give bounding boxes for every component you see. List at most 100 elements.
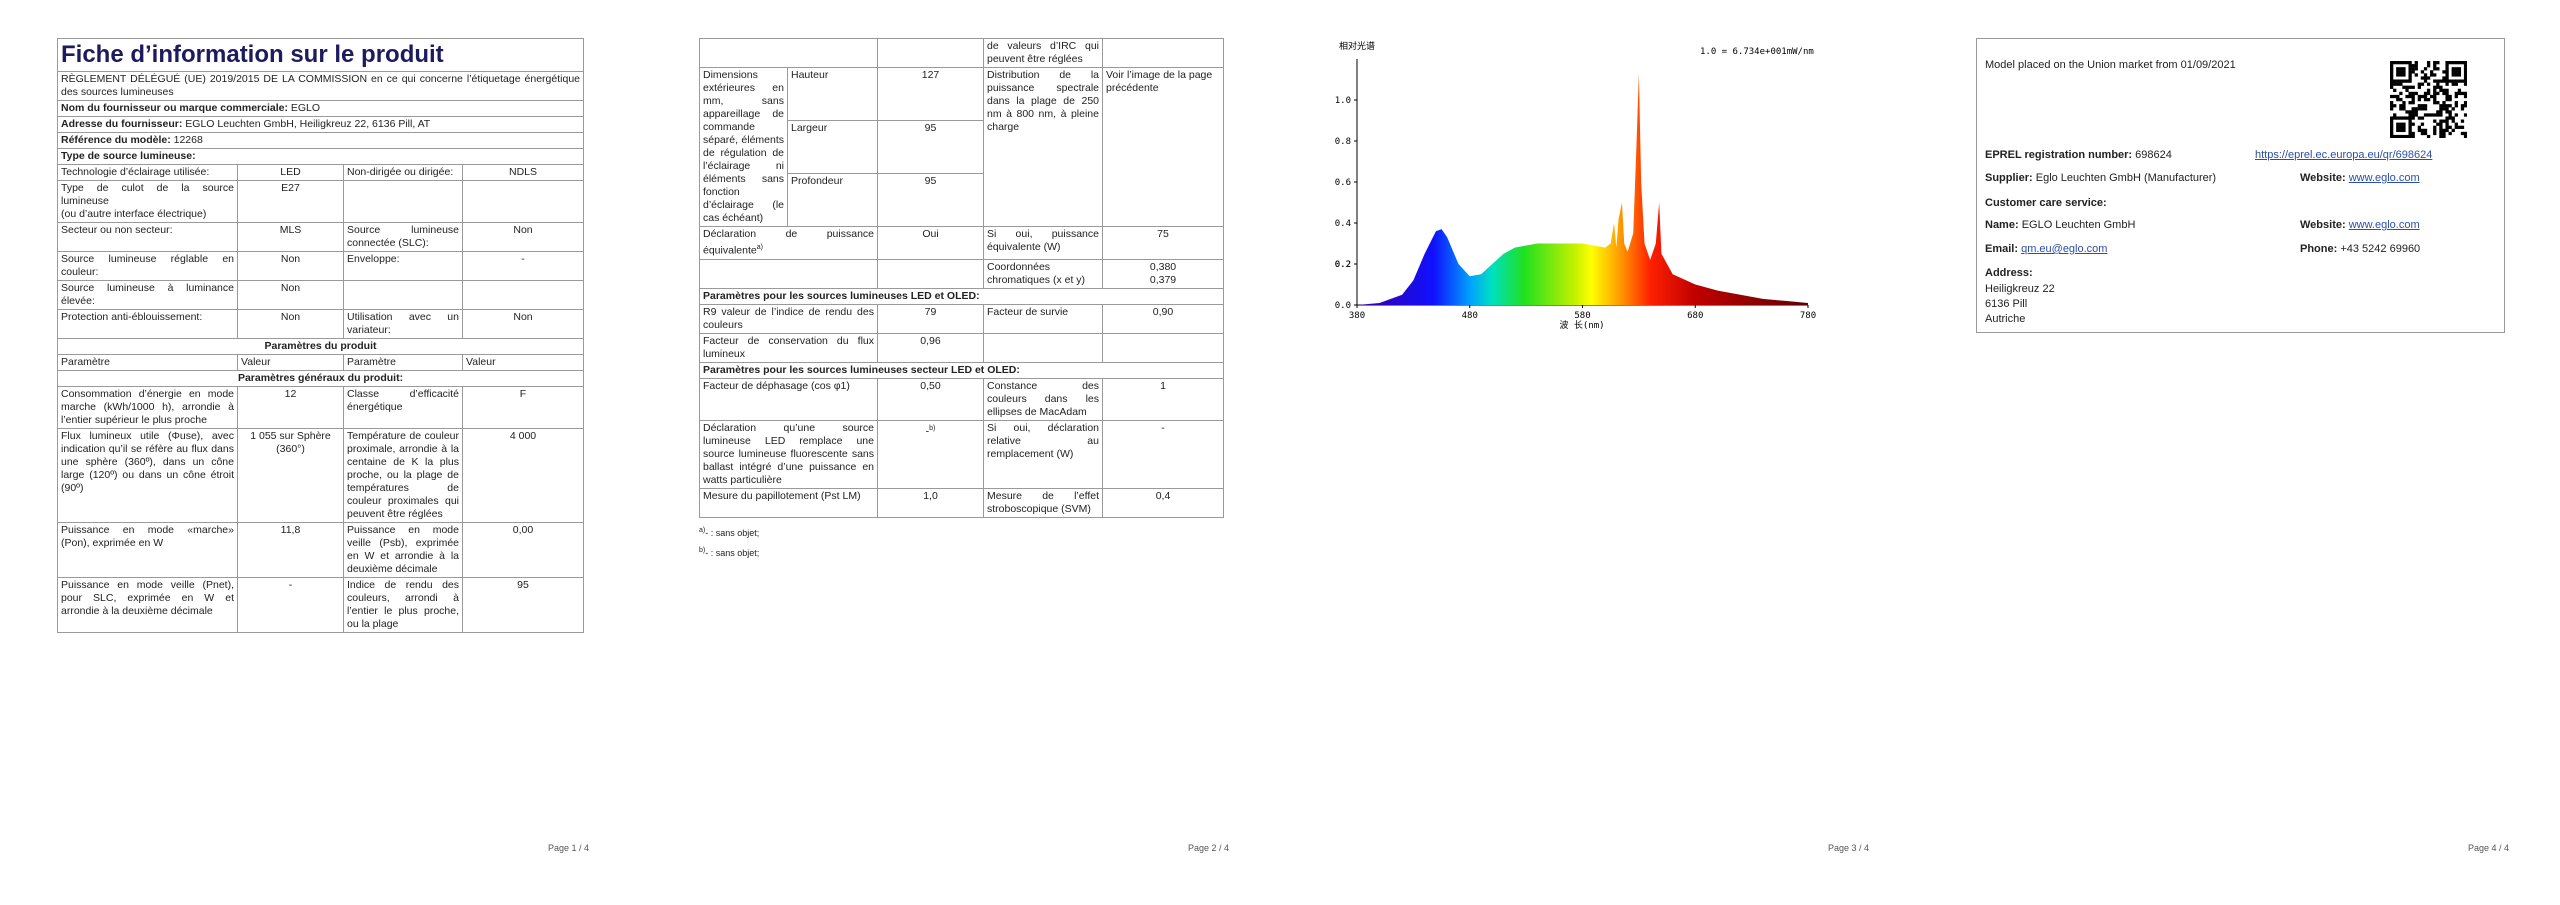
qr-module bbox=[2442, 88, 2446, 92]
cell: Non bbox=[237, 309, 344, 339]
qr-module bbox=[2423, 104, 2428, 108]
row: Source lumineuse à luminance élevée: Non bbox=[57, 280, 584, 310]
qr-module bbox=[2454, 91, 2458, 96]
eprel-link[interactable]: https://eprel.ec.europa.eu/qr/698624 bbox=[2255, 149, 2433, 161]
qr-module bbox=[2396, 61, 2400, 65]
footnote-mark: a) bbox=[699, 526, 706, 534]
qr-module bbox=[2448, 104, 2452, 108]
cell: Secteur ou non secteur: bbox=[57, 222, 238, 252]
footnote: a)- : sans objet; bbox=[699, 522, 1227, 542]
cell: Puissance en mode «marche» (Pon), exprim… bbox=[57, 522, 238, 578]
qr-module bbox=[2463, 113, 2467, 117]
qr-module bbox=[2408, 110, 2412, 114]
website-row: Website: www.eglo.com bbox=[2300, 219, 2420, 231]
cell: Source lumineuse à luminance élevée: bbox=[57, 280, 238, 310]
value: EGLO Leuchten GmbH, Heiligkreuz 22, 6136… bbox=[185, 118, 431, 130]
cell: 0,00 bbox=[462, 522, 584, 578]
cell: Référence du modèle: 12268 bbox=[57, 132, 584, 149]
row: Secteur ou non secteur: MLS Source lumineu… bbox=[57, 222, 584, 252]
qr-module bbox=[2460, 131, 2465, 136]
qr-module bbox=[2451, 79, 2455, 83]
qr-module bbox=[2390, 125, 2394, 129]
chart-title: 相对光谱 bbox=[1339, 40, 1375, 52]
cell: Paramètres du produit bbox=[57, 338, 584, 355]
qr-module bbox=[2420, 82, 2425, 86]
qr-module bbox=[2390, 85, 2394, 89]
qr-module bbox=[2445, 73, 2449, 77]
qr-module bbox=[2454, 101, 2458, 105]
qr-module bbox=[2445, 76, 2449, 80]
x-tick-label: 780 bbox=[1800, 311, 1816, 321]
qr-module bbox=[2426, 97, 2431, 102]
qr-module bbox=[2420, 94, 2425, 99]
qr-module bbox=[2445, 125, 2449, 129]
qr-module bbox=[2442, 119, 2446, 123]
qr-module bbox=[2411, 116, 2415, 120]
row: Puissance en mode «marche» (Pon), exprim… bbox=[57, 522, 584, 578]
qr-module bbox=[2396, 73, 2400, 77]
website-link[interactable]: www.eglo.com bbox=[2348, 172, 2420, 184]
qr-module bbox=[2463, 131, 2467, 136]
cell: Si oui, puissance équivalente (W) bbox=[983, 226, 1103, 260]
qr-module bbox=[2439, 79, 2443, 83]
qr-module bbox=[2433, 97, 2437, 102]
footnote-text: - : sans objet; bbox=[705, 527, 760, 538]
website-link[interactable]: www.eglo.com bbox=[2348, 219, 2420, 231]
cell: 95 bbox=[462, 577, 584, 633]
row: Source lumineuse réglable en couleur: Non… bbox=[57, 251, 584, 281]
qr-module bbox=[2445, 104, 2449, 108]
qr-module bbox=[2430, 94, 2434, 99]
cell: 0,90 bbox=[1102, 303, 1224, 334]
qr-module bbox=[2445, 61, 2449, 65]
qr-module bbox=[2454, 94, 2458, 99]
cell: 1,0 bbox=[877, 487, 984, 518]
qr-module bbox=[2405, 61, 2409, 65]
value: Eglo Leuchten GmbH (Manufacturer) bbox=[2035, 172, 2217, 184]
qr-module bbox=[2399, 122, 2403, 126]
qr-module bbox=[2390, 64, 2394, 68]
cell bbox=[462, 280, 584, 310]
row: Facteur de déphasage (cos φ1) 0,50 Constan… bbox=[699, 377, 1224, 421]
cell bbox=[343, 180, 463, 223]
qr-module bbox=[2454, 67, 2458, 71]
qr-module bbox=[2390, 79, 2394, 83]
row: Paramètres pour les sources lumineuses s… bbox=[699, 361, 1224, 379]
row: Puissance en mode veille (Pnet), pour SL… bbox=[57, 577, 584, 633]
qr-module bbox=[2423, 131, 2428, 136]
qr-module bbox=[2451, 70, 2455, 74]
row: Flux lumineux utile (Φuse), avec indicat… bbox=[57, 428, 584, 523]
qr-module bbox=[2408, 70, 2412, 74]
qr-module bbox=[2405, 85, 2409, 89]
row: Type de culot de la source lumineuse (ou… bbox=[57, 180, 584, 223]
qr-module bbox=[2445, 82, 2449, 86]
qr-module bbox=[2411, 67, 2415, 71]
cell: Technologie d’éclairage utilisée: bbox=[57, 164, 238, 181]
label: Adresse du fournisseur: bbox=[61, 118, 183, 130]
cell: Oui bbox=[877, 226, 984, 260]
qr-module bbox=[2457, 88, 2462, 92]
qr-module bbox=[2408, 116, 2412, 120]
qr-module bbox=[2393, 104, 2397, 108]
cell: NDLS bbox=[462, 164, 584, 181]
row: Paramètre Valeur Paramètre Valeur bbox=[57, 354, 584, 371]
y-tick-label: 0.6 bbox=[1335, 178, 1351, 188]
qr-module bbox=[2463, 82, 2467, 86]
qr-module bbox=[2402, 70, 2406, 74]
qr-module bbox=[2439, 119, 2443, 123]
qr-module bbox=[2390, 128, 2394, 133]
qr-module bbox=[2408, 113, 2412, 117]
qr-module bbox=[2442, 79, 2446, 83]
qr-module bbox=[2433, 128, 2437, 133]
cell: Source lumineuse réglable en couleur: bbox=[57, 251, 238, 281]
row: Protection anti-éblouissement: Non Utilisa… bbox=[57, 309, 584, 339]
cell: 1 bbox=[1102, 377, 1224, 421]
email-link[interactable]: qm.eu@eglo.com bbox=[2021, 243, 2108, 255]
row: RÈGLEMENT DÉLÉGUÉ (UE) 2019/2015 DE LA C… bbox=[57, 71, 584, 101]
qr-module bbox=[2411, 97, 2415, 102]
qr-module bbox=[2411, 64, 2415, 68]
qr-module bbox=[2411, 85, 2415, 89]
qr-module bbox=[2445, 107, 2449, 111]
qr-module bbox=[2399, 116, 2403, 120]
label: EPREL registration number: bbox=[1985, 149, 2133, 161]
